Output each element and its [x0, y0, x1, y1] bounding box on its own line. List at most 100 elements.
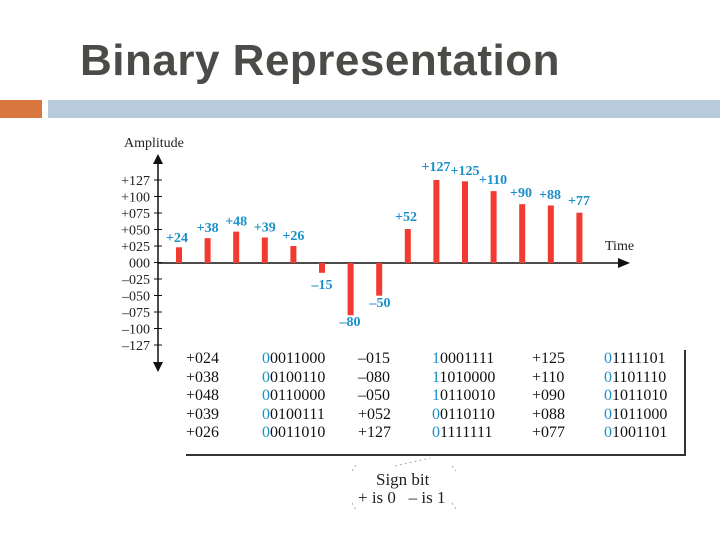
magnitude-bits: 1001101 [612, 424, 668, 441]
magnitude-bits: 0011000 [270, 350, 326, 367]
binary-code: 00110110 [432, 406, 495, 425]
magnitude-bits: 0100111 [270, 405, 325, 423]
y-tick-label: –050 [121, 290, 150, 305]
magnitude-bits: 1101110 [612, 368, 667, 386]
sample-value: +127 [358, 424, 392, 441]
bar [404, 229, 411, 263]
sample-value: –015 [358, 350, 390, 367]
bar-value-label: +110 [479, 173, 507, 188]
binary-code: 00011000 [262, 350, 325, 369]
y-tick-label: –127 [121, 339, 150, 354]
y-tick-label: –025 [121, 273, 150, 288]
sign-bit: 0 [604, 350, 612, 367]
sample-value: +038 [186, 368, 220, 386]
sample-value: +024 [186, 350, 220, 367]
sign-bit: 0 [604, 424, 612, 441]
sample-value: +088 [532, 405, 566, 423]
bar [261, 237, 268, 263]
sign-bit: 0 [432, 405, 440, 423]
magnitude-bits: 0110000 [270, 387, 326, 404]
bar-value-label: +125 [451, 164, 480, 179]
sign-bit-caption: Sign bit [376, 470, 430, 489]
bar-value-label: +88 [539, 188, 561, 203]
binary-table: +024 +038 +048 +039 +026 00011000 00100110 0011… [186, 350, 686, 456]
sample-value: +110 [532, 368, 565, 386]
bar [204, 238, 211, 263]
y-tick-label: –075 [121, 306, 150, 321]
y-tick-label: +050 [121, 224, 150, 239]
bar [290, 246, 297, 263]
magnitude-bits: 1111111 [440, 424, 493, 441]
bars [176, 180, 583, 316]
binary-code: 01001101 [604, 424, 667, 443]
bar-value-label: +77 [568, 194, 590, 209]
sample-value: +026 [186, 424, 220, 441]
sign-bit: 1 [432, 387, 440, 404]
binary-code: 01101110 [604, 369, 667, 388]
magnitude-bits: 0011010 [270, 424, 326, 441]
binary-code: 11010000 [432, 369, 495, 388]
sample-value: +048 [186, 387, 220, 404]
binary-code: 01111111 [432, 424, 495, 443]
y-axis-label: Amplitude [124, 136, 184, 151]
y-tick-label: +100 [121, 191, 150, 206]
sample-value: –080 [358, 368, 390, 386]
sign-bit: 0 [432, 424, 440, 441]
bar [347, 263, 354, 316]
magnitude-bits: 0110110 [440, 405, 495, 423]
binary-code: 01011010 [604, 387, 667, 406]
bar-value-label: +52 [395, 210, 417, 225]
binary-column: 00011000 00100110 00110000 00100111 00011010 [262, 350, 325, 443]
sign-bit: 0 [262, 424, 270, 441]
bar [319, 263, 325, 273]
bar-value-label: +26 [282, 229, 304, 244]
bar [490, 191, 497, 263]
y-tick-label: +127 [121, 174, 150, 189]
binary-code: 00100110 [262, 369, 325, 388]
y-tick-label: +025 [121, 240, 150, 255]
sample-value: +077 [532, 424, 566, 441]
bar-value-label: +39 [254, 221, 276, 236]
sign-bit: 0 [262, 387, 270, 404]
binary-code: 00110000 [262, 387, 325, 406]
y-tick-label: 000 [129, 257, 150, 272]
sign-bit: 1 [432, 350, 440, 367]
y-axis-arrow-up [153, 154, 163, 164]
x-axis-arrow [618, 258, 630, 268]
bar [547, 205, 554, 263]
sign-bit: 0 [262, 368, 270, 386]
magnitude-bits: 1111101 [612, 350, 666, 367]
bar [576, 212, 583, 263]
magnitude-bits: 1011010 [612, 387, 668, 404]
y-ticks: +127 +100+075 +050+025 000–025 –050–075 –100–… [121, 174, 162, 354]
binary-code: 10110010 [432, 387, 495, 406]
sample-value: +039 [186, 405, 220, 423]
bar-value-label: +127 [422, 160, 451, 175]
bar-value-label: –15 [311, 278, 333, 293]
y-tick-label: +075 [121, 207, 150, 222]
binary-code: 10001111 [432, 350, 495, 369]
bar-value-label: +90 [510, 186, 532, 201]
bar-value-label: +24 [166, 231, 188, 246]
bar [433, 180, 440, 263]
sign-bit: 0 [262, 350, 270, 367]
bar-value-label: –80 [339, 315, 361, 330]
magnitude-bits: 0110010 [440, 387, 496, 404]
sign-bit: 0 [262, 405, 270, 423]
slide-title: Binary Representation [80, 36, 560, 85]
sign-bit: 0 [604, 405, 612, 423]
bar [462, 181, 468, 263]
magnitude-bits: 1010000 [439, 368, 496, 386]
bar-value-label: –50 [369, 296, 391, 311]
bar-value-label: +38 [197, 221, 219, 236]
binary-column: 01111101 01101110 01011010 01011000 01001101 [604, 350, 667, 443]
x-axis-label: Time [605, 239, 634, 254]
binary-column: 10001111 11010000 10110010 00110110 01111111 [432, 350, 495, 443]
value-column: –015 –080 –050 +052 +127 [358, 350, 391, 443]
sign-bit-rule: + is 0 – is 1 [358, 488, 446, 507]
chart-axes [153, 154, 630, 372]
sign-bit: 0 [604, 387, 612, 404]
magnitude-bits: 0100110 [270, 368, 326, 386]
binary-code: 00011010 [262, 424, 325, 443]
sample-value: +052 [358, 405, 392, 423]
